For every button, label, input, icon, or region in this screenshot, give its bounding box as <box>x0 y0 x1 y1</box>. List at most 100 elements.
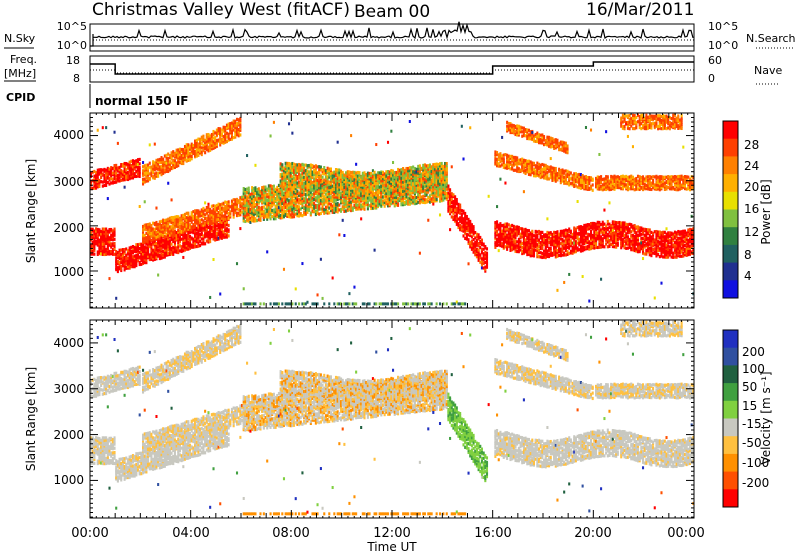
power-cell <box>460 124 463 128</box>
power-cell <box>113 175 116 179</box>
power-cell <box>277 214 280 218</box>
power-cell <box>242 302 245 306</box>
power-cell <box>190 225 193 229</box>
power-cell <box>113 173 116 177</box>
power-cell <box>135 246 138 250</box>
power-cell <box>116 260 119 264</box>
power-cell <box>121 177 124 181</box>
power-cell <box>326 199 329 203</box>
power-cell <box>100 229 103 234</box>
power-cell <box>180 249 183 254</box>
power-cell <box>210 134 213 138</box>
power-cell <box>239 196 242 200</box>
power-cell <box>175 215 178 219</box>
power-cell <box>217 129 220 133</box>
power-cell <box>267 211 270 215</box>
power-cell <box>155 237 158 241</box>
power-cell <box>163 164 166 168</box>
power-cell <box>163 170 166 174</box>
power-cell <box>98 232 101 236</box>
power-cell <box>247 201 250 205</box>
power-cell <box>143 177 146 181</box>
power-cell <box>254 188 257 193</box>
power-cell <box>301 162 304 167</box>
power-cell <box>175 235 178 239</box>
power-cell <box>199 218 202 223</box>
power-cell <box>162 157 165 161</box>
power-cell <box>155 163 158 167</box>
power-cell <box>219 229 222 233</box>
power-cell <box>341 175 344 180</box>
power-cell <box>209 214 212 218</box>
power-cell <box>212 232 215 237</box>
power-cell <box>204 208 207 212</box>
power-cell <box>241 210 244 214</box>
power-cell <box>185 237 188 241</box>
power-cell <box>291 211 294 215</box>
power-cell <box>118 169 121 174</box>
power-cell <box>306 200 309 204</box>
power-cell <box>319 193 322 197</box>
power-cell <box>145 261 148 265</box>
power-cell <box>293 170 296 175</box>
power-cell <box>158 256 161 261</box>
power-cell <box>138 260 141 265</box>
power-cell <box>308 202 311 206</box>
power-cell <box>294 302 297 306</box>
power-cell <box>128 162 131 167</box>
power-cell <box>222 138 225 142</box>
power-cell <box>262 209 265 214</box>
power-cell <box>314 196 317 200</box>
power-cell <box>207 202 210 206</box>
power-cell <box>329 172 332 176</box>
power-cell <box>331 210 334 214</box>
power-cell <box>128 248 131 252</box>
power-cell <box>130 176 133 180</box>
power-cell <box>345 204 348 209</box>
power-cell <box>272 194 275 198</box>
power-cell <box>341 199 344 203</box>
power-cell <box>334 168 338 172</box>
power-cell <box>168 231 171 235</box>
power-cell <box>116 166 119 170</box>
power-cell <box>120 268 123 273</box>
power-cell <box>294 172 297 177</box>
power-cell <box>254 196 257 200</box>
power-cell <box>205 239 208 243</box>
power-cell <box>246 213 249 217</box>
power-cell <box>177 236 180 240</box>
power-cell <box>242 193 245 197</box>
power-cell <box>301 193 304 197</box>
power-cell <box>214 136 217 140</box>
power-cell <box>289 184 292 188</box>
power-cell <box>170 250 173 254</box>
power-cell <box>155 165 158 169</box>
power-cell <box>142 161 145 165</box>
power-cell <box>319 186 322 190</box>
power-cell <box>271 200 274 205</box>
power-cell <box>257 187 260 191</box>
power-cell <box>298 210 301 214</box>
power-cell <box>188 239 192 243</box>
power-cell <box>100 232 103 236</box>
power-cell <box>345 201 348 205</box>
power-cell <box>328 302 331 306</box>
power-cell <box>155 230 158 234</box>
power-cell <box>313 177 316 181</box>
power-cell <box>138 174 141 179</box>
power-cell <box>251 219 254 223</box>
power-cell <box>274 208 277 212</box>
power-cell <box>197 144 200 148</box>
power-cell <box>194 234 197 238</box>
power-cell <box>338 173 341 177</box>
power-cell <box>120 174 123 178</box>
power-cell <box>261 196 264 200</box>
nave-tick-top: 60 <box>708 54 722 67</box>
power-cell <box>269 209 272 213</box>
power-cell <box>271 190 274 194</box>
power-cell <box>143 257 146 262</box>
power-cell <box>131 167 135 171</box>
power-cell <box>256 210 259 215</box>
power-cell <box>230 135 234 139</box>
power-cell <box>313 179 316 183</box>
